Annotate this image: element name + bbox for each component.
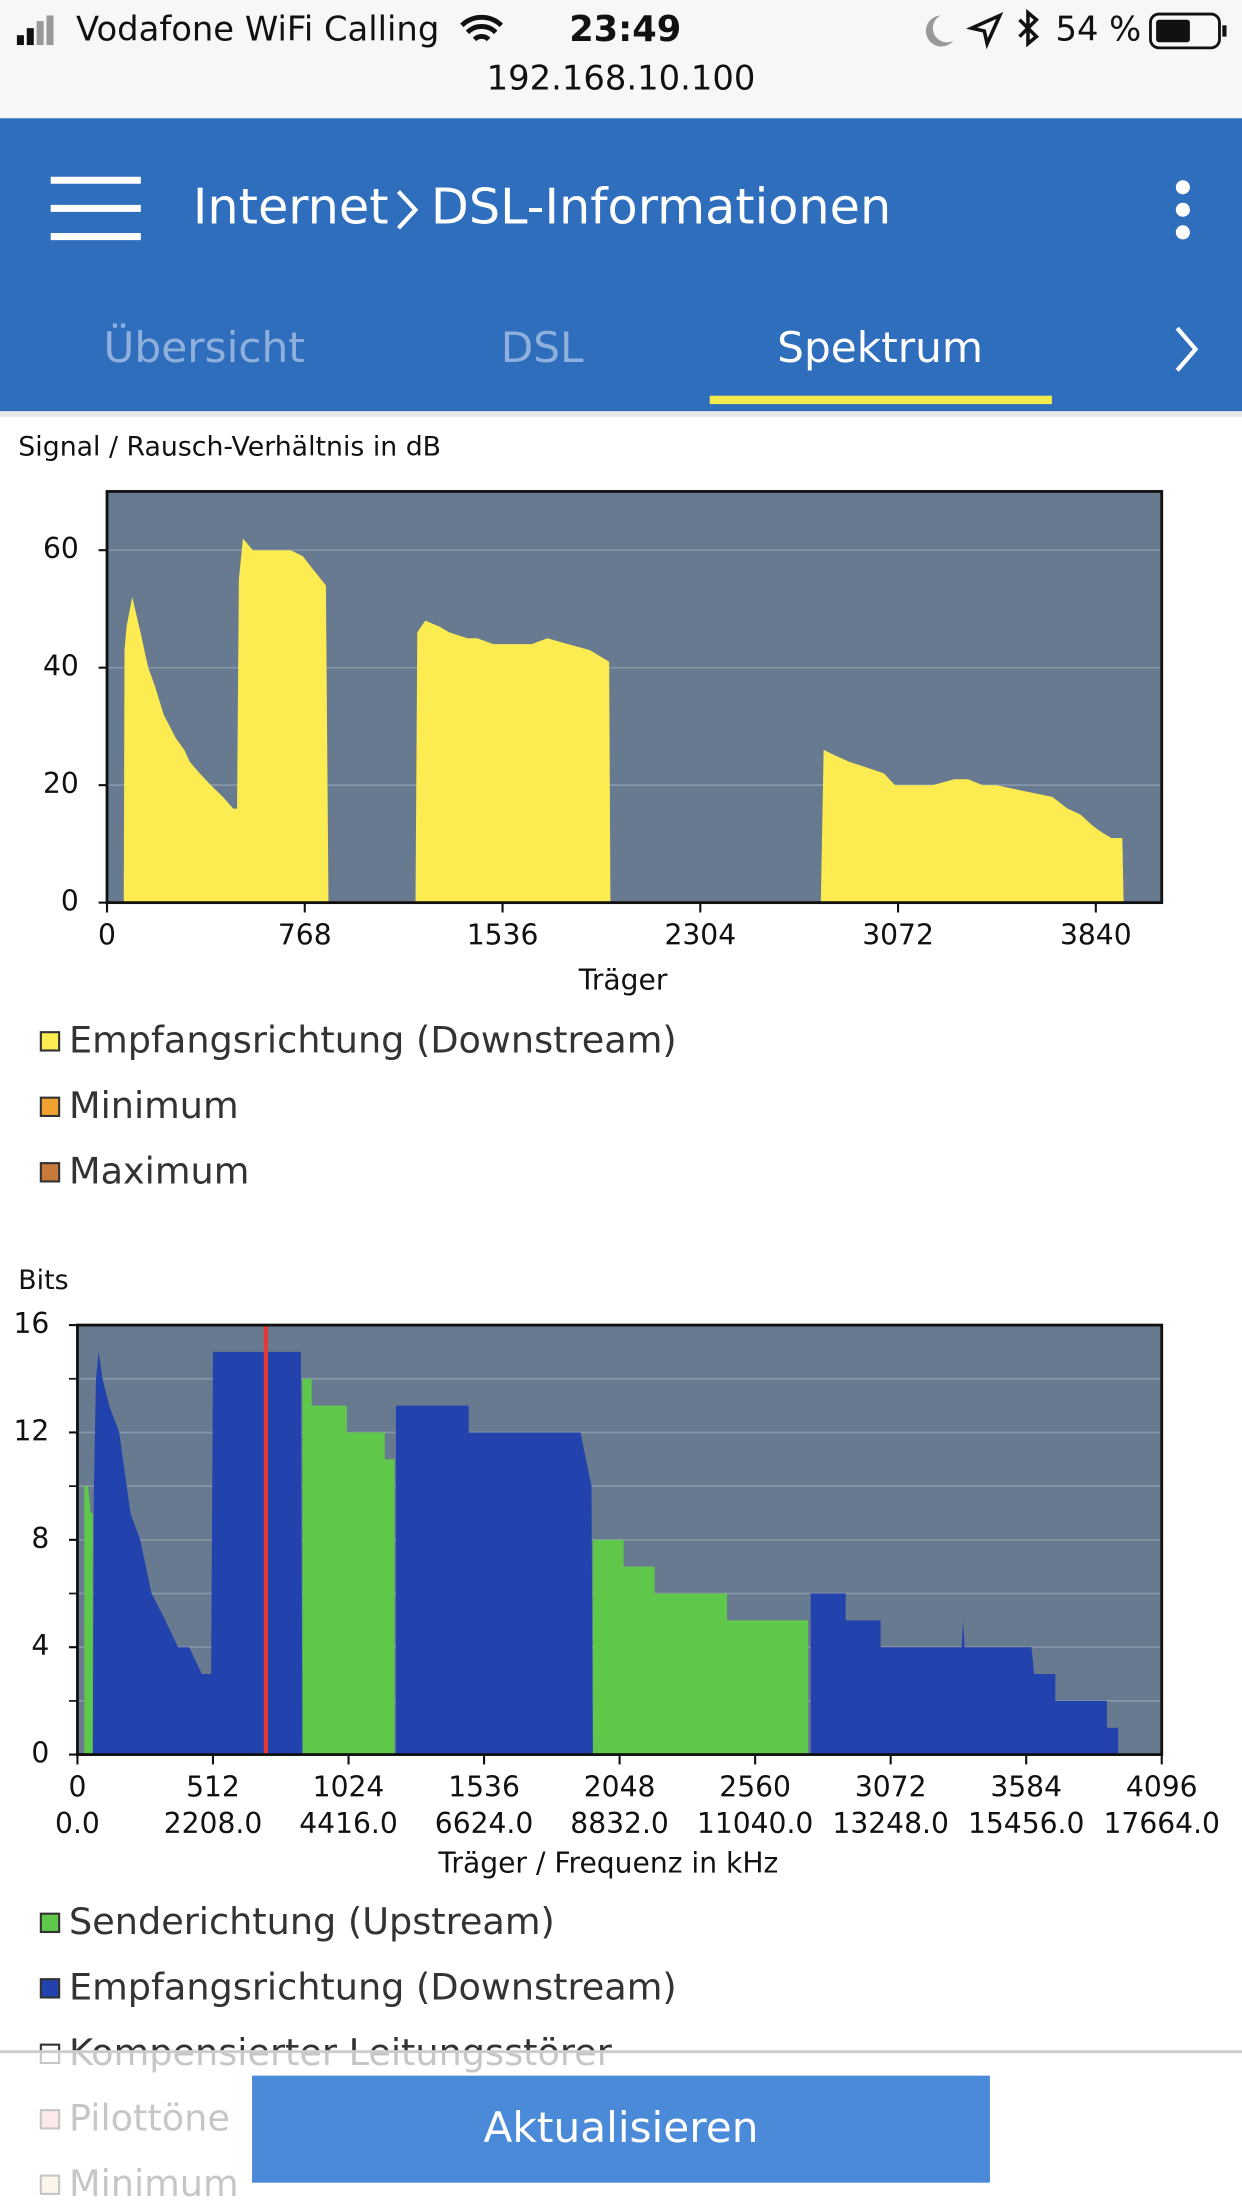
legend-swatch bbox=[39, 1912, 61, 1934]
legend-label: Empfangsrichtung (Downstream) bbox=[69, 1966, 677, 2009]
breadcrumb-separator bbox=[396, 190, 419, 230]
plot-border bbox=[105, 490, 1164, 905]
x-tick-label: 4096 bbox=[1126, 1770, 1198, 1803]
y-tick-label: 60 bbox=[43, 532, 79, 565]
legend-label: Empfangsrichtung (Downstream) bbox=[69, 1019, 677, 1062]
y-tick-label: 0 bbox=[31, 1737, 49, 1770]
x-tick-freq-label: 8832.0 bbox=[570, 1807, 669, 1840]
x-tick-label: 3072 bbox=[855, 1770, 927, 1803]
x-tick-label: 1536 bbox=[467, 918, 539, 951]
x-axis-label: Träger / Frequenz in kHz bbox=[437, 1846, 778, 1879]
area-series bbox=[84, 1378, 809, 1755]
x-tick-label: 3840 bbox=[1060, 918, 1132, 951]
tab[interactable]: Spektrum bbox=[777, 323, 983, 372]
location-icon bbox=[966, 11, 1004, 50]
tab-indicator bbox=[709, 395, 1052, 405]
x-tick-label: 512 bbox=[186, 1770, 240, 1803]
legend-swatch bbox=[39, 1162, 61, 1183]
refresh-button[interactable] bbox=[252, 2075, 990, 2183]
x-tick-label: 0 bbox=[98, 918, 116, 951]
legend-label: Senderichtung (Upstream) bbox=[69, 1900, 555, 1943]
x-tick-freq-label: 13248.0 bbox=[832, 1807, 948, 1840]
x-tick-label: 0 bbox=[68, 1770, 86, 1803]
legend-swatch bbox=[39, 1031, 61, 1052]
legend-label: Maximum bbox=[69, 1149, 249, 1192]
header-shadow bbox=[0, 411, 1242, 417]
x-tick-freq-label: 4416.0 bbox=[299, 1807, 398, 1840]
x-tick-freq-label: 0.0 bbox=[55, 1807, 100, 1840]
wifi-icon bbox=[460, 14, 504, 42]
chart-title: Bits bbox=[18, 1265, 68, 1296]
x-tick-label: 2048 bbox=[584, 1770, 656, 1803]
signal-icon bbox=[16, 15, 54, 46]
x-tick-label: 2304 bbox=[664, 918, 736, 951]
x-tick-label: 3072 bbox=[862, 918, 934, 951]
y-tick-label: 8 bbox=[31, 1522, 49, 1555]
more-button[interactable] bbox=[1175, 180, 1190, 240]
refresh-button-label[interactable]: Aktualisieren bbox=[484, 2103, 759, 2152]
x-tick-freq-label: 6624.0 bbox=[435, 1807, 534, 1840]
area-series bbox=[92, 1351, 1119, 1755]
app-header bbox=[0, 118, 1242, 412]
y-tick-label: 4 bbox=[31, 1629, 49, 1662]
tabs-next[interactable] bbox=[1175, 326, 1199, 372]
y-tick-label: 0 bbox=[61, 885, 79, 918]
battery-icon bbox=[1149, 12, 1227, 50]
clock: 23:49 bbox=[569, 9, 681, 50]
x-tick-label: 1536 bbox=[448, 1770, 520, 1803]
x-tick-label: 2560 bbox=[719, 1770, 791, 1803]
menu-button[interactable] bbox=[50, 176, 141, 241]
legend-label: Minimum bbox=[69, 1084, 239, 1127]
x-tick-freq-label: 15456.0 bbox=[968, 1807, 1084, 1840]
x-tick-label: 768 bbox=[278, 918, 332, 951]
url: 192.168.10.100 bbox=[487, 59, 756, 98]
y-tick-label: 40 bbox=[43, 650, 79, 683]
x-axis-label: Träger bbox=[578, 963, 668, 996]
x-tick-label: 3584 bbox=[990, 1770, 1062, 1803]
moon-icon bbox=[925, 15, 954, 47]
legend-swatch bbox=[39, 1978, 61, 1999]
x-tick-freq-label: 2208.0 bbox=[164, 1807, 263, 1840]
y-tick-label: 12 bbox=[13, 1414, 49, 1447]
x-tick-freq-label: 17664.0 bbox=[1104, 1807, 1220, 1840]
bluetooth-icon bbox=[1018, 8, 1040, 48]
battery-text: 54 % bbox=[1055, 9, 1141, 48]
carrier: Vodafone WiFi Calling bbox=[76, 9, 439, 48]
y-tick-label: 20 bbox=[43, 767, 79, 800]
area-series bbox=[107, 538, 1124, 903]
x-tick-label: 1024 bbox=[313, 1770, 385, 1803]
tab[interactable]: Übersicht bbox=[104, 322, 305, 372]
chart-title: Signal / Rausch-Verhältnis in dB bbox=[18, 431, 441, 462]
y-tick-label: 16 bbox=[13, 1307, 49, 1340]
tab[interactable]: DSL bbox=[501, 323, 584, 372]
x-tick-freq-label: 11040.0 bbox=[697, 1807, 813, 1840]
legend-swatch bbox=[39, 1096, 61, 1118]
breadcrumb-section[interactable]: Internet bbox=[193, 177, 389, 235]
breadcrumb-page: DSL-Informationen bbox=[431, 177, 891, 235]
